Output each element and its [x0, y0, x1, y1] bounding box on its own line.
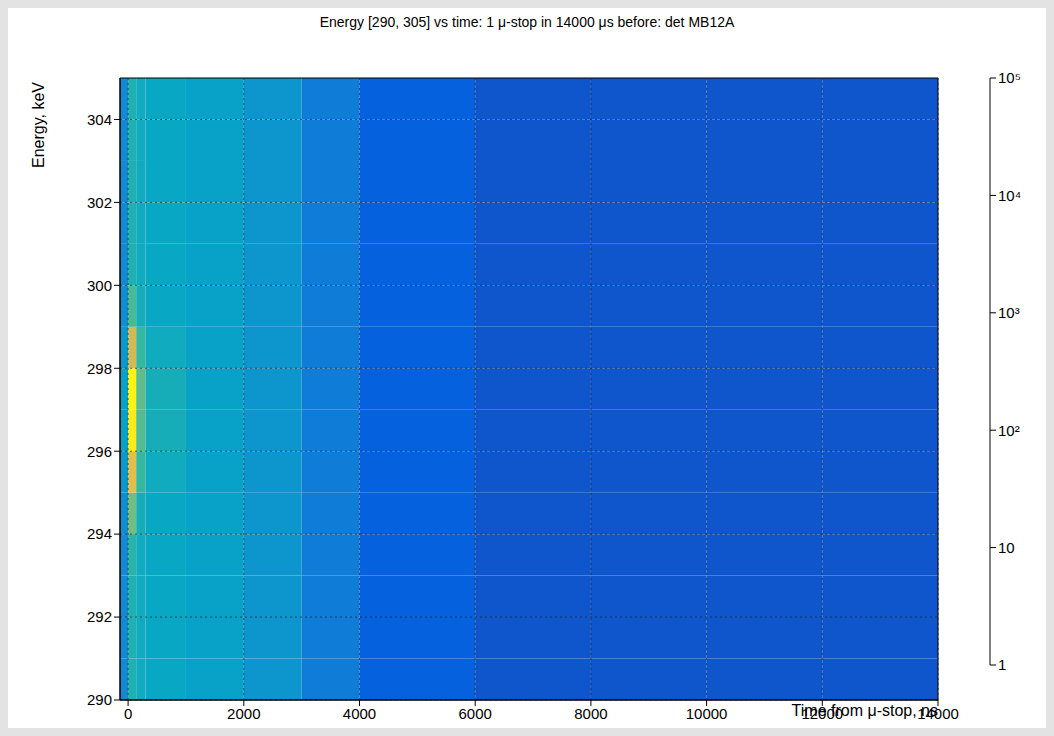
svg-text:10²: 10² — [998, 422, 1020, 439]
svg-text:1: 1 — [998, 656, 1006, 673]
svg-text:4000: 4000 — [343, 705, 376, 722]
svg-text:300: 300 — [87, 277, 112, 294]
svg-text:10⁴: 10⁴ — [998, 187, 1021, 204]
svg-text:12000: 12000 — [801, 705, 843, 722]
svg-text:292: 292 — [87, 608, 112, 625]
svg-text:6000: 6000 — [459, 705, 492, 722]
svg-text:0: 0 — [124, 705, 132, 722]
svg-text:2000: 2000 — [227, 705, 260, 722]
svg-text:10000: 10000 — [686, 705, 728, 722]
svg-text:302: 302 — [87, 194, 112, 211]
svg-text:294: 294 — [87, 525, 112, 542]
svg-text:10³: 10³ — [998, 304, 1020, 321]
svg-text:304: 304 — [87, 111, 112, 128]
svg-text:290: 290 — [87, 691, 112, 708]
svg-text:298: 298 — [87, 360, 112, 377]
svg-text:14000: 14000 — [917, 705, 959, 722]
svg-text:296: 296 — [87, 443, 112, 460]
svg-text:8000: 8000 — [574, 705, 607, 722]
svg-text:10: 10 — [998, 539, 1015, 556]
svg-text:10⁵: 10⁵ — [998, 69, 1021, 86]
